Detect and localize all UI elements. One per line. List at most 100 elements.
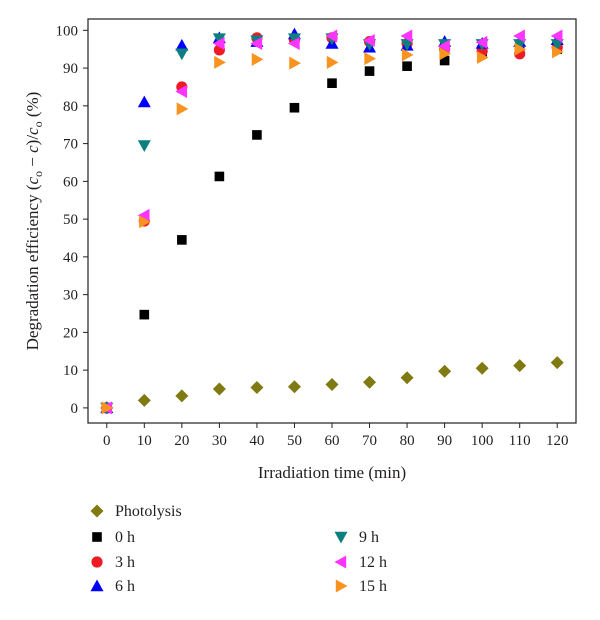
legend-item: 9 h (334, 529, 379, 546)
series-9h (100, 33, 564, 415)
data-point (101, 401, 114, 415)
legend-item: 12 h (334, 554, 387, 571)
series-15h (101, 42, 564, 415)
legend-marker (90, 579, 104, 592)
y-axis-title-c: c (23, 177, 42, 185)
x-tick-label: 40 (249, 433, 264, 449)
y-tick-label: 30 (63, 288, 78, 304)
data-point (137, 140, 151, 152)
legend-item: 0 h (92, 529, 135, 546)
data-point (550, 39, 564, 51)
data-point (212, 33, 226, 46)
data-point (475, 361, 489, 375)
series-12h (100, 29, 563, 415)
data-point (250, 381, 264, 395)
x-axis-title: Irradiation time (min) (258, 463, 406, 482)
series-photolysis (100, 356, 564, 415)
y-axis-title-prefix: Degradation efficiency ( (23, 184, 42, 350)
legend: Photolysis 0 h 3 h 6 h 9 h 12 h 15 h (90, 503, 387, 595)
data-point (214, 171, 225, 182)
data-point (287, 33, 301, 46)
data-point (363, 375, 377, 389)
y-axis-title-sub2: o (31, 121, 45, 127)
data-point (438, 39, 450, 53)
y-axis-title: Degradation efficiency (co − c)/co (%) (23, 92, 45, 351)
x-tick-label: 60 (325, 433, 340, 449)
data-point (139, 215, 151, 229)
x-axis-ticks: 0 10 20 30 40 50 60 70 80 90 100 110 120 (103, 423, 568, 449)
data-point (325, 29, 338, 43)
data-point (212, 382, 226, 396)
data-point (550, 29, 563, 43)
y-axis-title-suffix: (%) (23, 92, 42, 122)
legend-label: 15 h (359, 578, 387, 595)
y-tick-label: 50 (63, 212, 78, 228)
data-point (326, 55, 339, 69)
data-point (252, 130, 262, 140)
x-tick-label: 90 (437, 433, 452, 449)
x-tick-label: 120 (546, 433, 569, 449)
x-tick-label: 0 (103, 433, 111, 449)
data-point (212, 37, 225, 51)
y-tick-label: 80 (63, 99, 78, 115)
y-axis-title-slash: )/ (23, 135, 42, 146)
data-point (137, 393, 151, 407)
x-tick-label: 70 (362, 433, 377, 449)
data-point (514, 42, 527, 56)
data-point (175, 38, 189, 51)
y-axis-title-c2: c (23, 145, 42, 153)
y-tick-label: 60 (63, 174, 78, 190)
x-tick-label: 100 (471, 433, 494, 449)
data-point (251, 52, 264, 66)
data-point (400, 29, 413, 43)
legend-label: 6 h (115, 578, 135, 595)
y-tick-label: 0 (71, 401, 79, 417)
legend-label: Photolysis (115, 503, 182, 520)
y-tick-label: 10 (63, 363, 78, 379)
data-point (287, 37, 300, 51)
data-point (438, 364, 452, 378)
series-3h (101, 32, 563, 414)
data-point (400, 371, 414, 385)
y-axis-title-sub: o (31, 171, 45, 177)
legend-marker (335, 579, 348, 593)
plot-marks (100, 27, 564, 415)
data-point (137, 95, 151, 108)
x-tick-label: 20 (174, 433, 189, 449)
data-point (139, 309, 150, 320)
legend-item: 3 h (91, 554, 135, 571)
data-point (327, 78, 337, 88)
y-axis-ticks: 0 10 20 30 40 50 60 70 80 90 100 (56, 23, 88, 417)
data-point (513, 29, 525, 43)
x-tick-label: 80 (400, 433, 415, 449)
data-point (175, 84, 188, 98)
data-point (289, 56, 301, 70)
legend-label: 9 h (359, 529, 379, 546)
data-point (439, 55, 450, 66)
y-tick-label: 20 (63, 325, 78, 341)
legend-label: 3 h (115, 554, 135, 571)
data-point (513, 359, 527, 373)
legend-item: 6 h (90, 578, 135, 595)
y-tick-label: 70 (63, 137, 78, 153)
data-point (250, 37, 263, 51)
data-point (552, 45, 564, 59)
y-tick-label: 40 (63, 250, 78, 266)
data-point (364, 66, 375, 76)
legend-marker (92, 532, 102, 542)
data-point (401, 48, 414, 62)
y-tick-label: 90 (63, 61, 78, 77)
data-point (287, 380, 301, 394)
data-point (325, 377, 339, 391)
legend-marker (91, 556, 103, 568)
data-point (364, 52, 377, 66)
data-point (402, 61, 412, 71)
data-point (137, 208, 150, 222)
data-point (476, 51, 489, 65)
legend-item: Photolysis (90, 503, 182, 520)
data-point (176, 102, 189, 116)
legend-label: 0 h (115, 529, 135, 546)
data-point (400, 39, 414, 51)
x-tick-label: 10 (137, 433, 152, 449)
